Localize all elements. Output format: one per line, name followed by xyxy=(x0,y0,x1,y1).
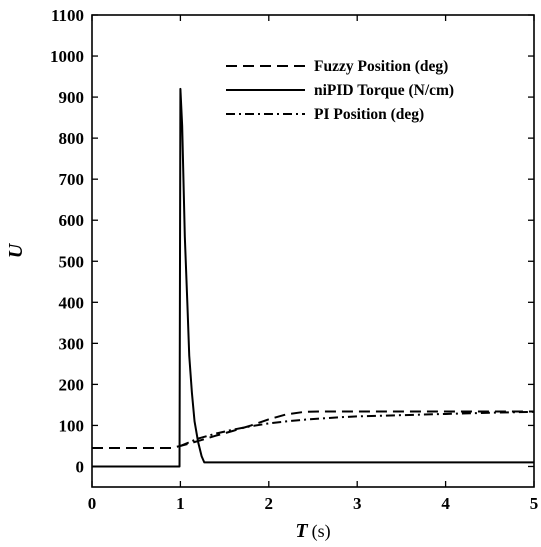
legend-label: PI Position (deg) xyxy=(314,106,424,123)
y-tick-label: 400 xyxy=(59,293,85,312)
y-tick-label: 1100 xyxy=(51,6,84,25)
x-tick-label: 4 xyxy=(441,494,450,513)
y-tick-label: 500 xyxy=(59,252,85,271)
x-tick-label: 1 xyxy=(176,494,185,513)
legend-label: niPID Torque (N/cm) xyxy=(314,82,454,99)
plot-area xyxy=(91,14,535,488)
series-lines xyxy=(92,87,535,468)
x-axis-unit: (s) xyxy=(312,521,331,542)
y-tick-label: 100 xyxy=(59,416,85,435)
plot-frame xyxy=(91,14,535,488)
x-tick-label: 2 xyxy=(265,494,274,513)
y-tick-label: 0 xyxy=(76,457,85,476)
y-tick-label: 900 xyxy=(59,88,85,107)
series-line-1 xyxy=(92,87,534,468)
legend-label: Fuzzy Position (deg) xyxy=(314,58,448,75)
x-axis-label-symbol: T xyxy=(295,520,308,542)
x-axis-label: T (s) xyxy=(295,520,330,542)
series-line-0 xyxy=(92,410,534,450)
x-tick-label: 5 xyxy=(530,494,539,513)
y-tick-label: 1000 xyxy=(50,47,84,66)
x-tick-label: 3 xyxy=(353,494,362,513)
axis-labels: T (s) U xyxy=(5,242,331,542)
y-axis-label: U xyxy=(5,242,27,258)
legend: Fuzzy Position (deg) niPID Torque (N/cm) P… xyxy=(226,58,454,123)
y-tick-label: 200 xyxy=(59,375,85,394)
y-tick-label: 300 xyxy=(59,334,85,353)
series-line-2 xyxy=(180,410,535,447)
axis-ticks: 0 1 2 3 4 5 0 100 200 300 400 500 600 700 800 900 1000 11… xyxy=(50,6,538,513)
y-tick-label: 700 xyxy=(59,170,85,189)
y-tick-label: 600 xyxy=(59,211,85,230)
x-tick-label: 0 xyxy=(88,494,97,513)
y-tick-label: 800 xyxy=(59,129,85,148)
